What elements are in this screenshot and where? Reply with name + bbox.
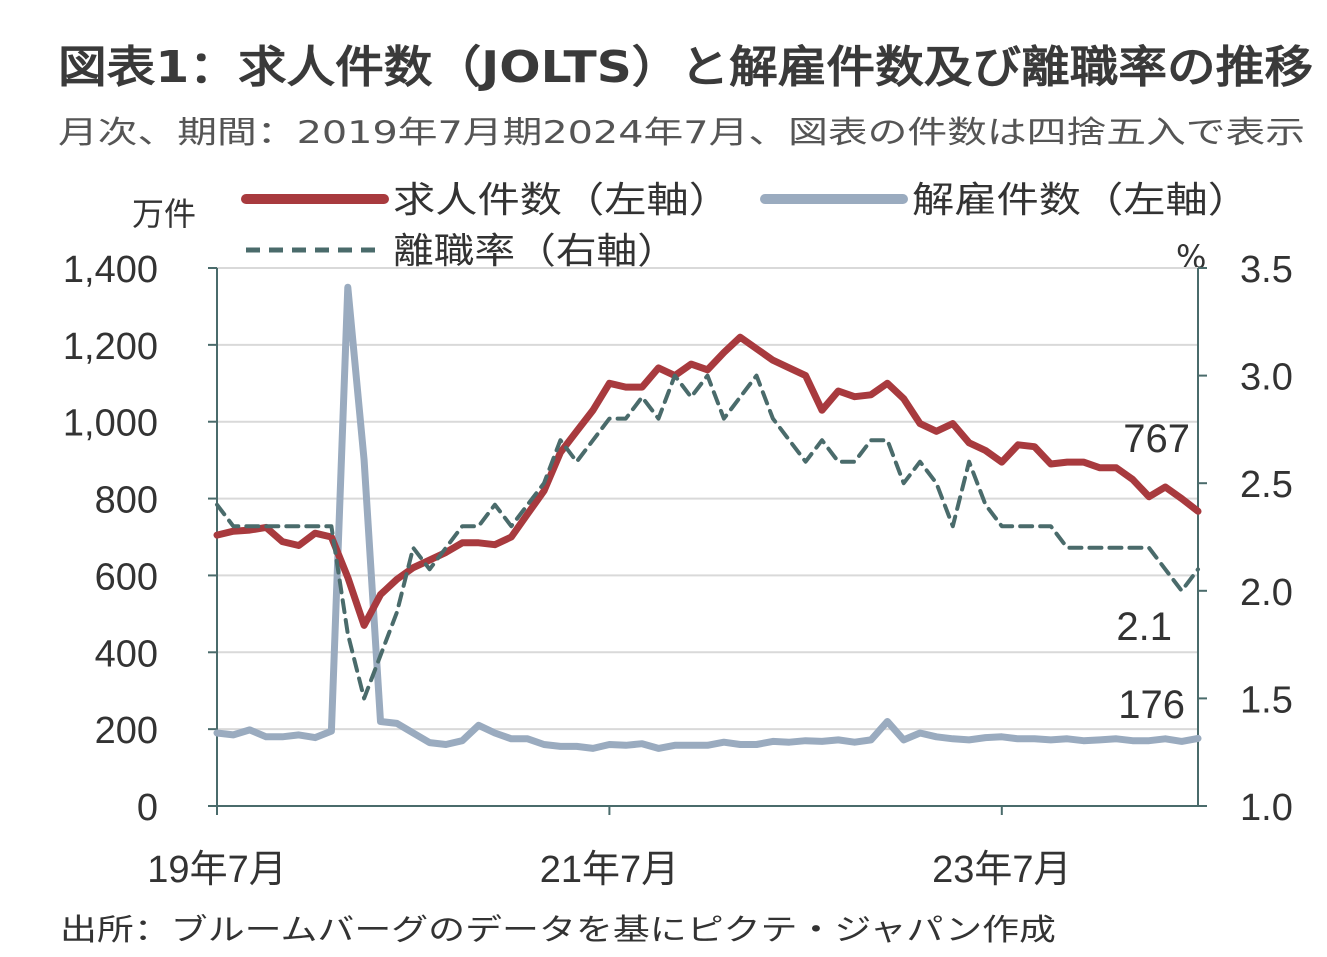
legend-label-layoffs: 解雇件数（左軸） [912, 180, 1250, 221]
left-axis-unit: 万件 [132, 195, 196, 233]
right-tick-label: 2.0 [1240, 572, 1293, 614]
left-tick-label: 600 [95, 556, 158, 598]
annotations: 767 176 2.1 [1116, 417, 1190, 727]
left-tick-label: 0 [137, 787, 158, 829]
legend: 求人件数（左軸） 解雇件数（左軸） 離職率（右軸） [241, 180, 1250, 272]
left-axis-ticks: 0 200 400 600 800 1,000 1,200 1,400 [63, 249, 217, 829]
right-tick-label: 3.0 [1240, 357, 1293, 399]
right-tick-label: 1.0 [1240, 787, 1293, 829]
data-label-annotation: 2.1 [1116, 605, 1172, 649]
series-openings-line [213, 333, 1202, 629]
left-tick-label: 800 [95, 480, 158, 522]
right-tick-label: 2.5 [1240, 464, 1293, 506]
series-layer [213, 283, 1202, 752]
right-tick-label: 1.5 [1240, 679, 1293, 721]
chart-title: 図表1：求人件数（JOLTS）と解雇件数及び離職率の推移 [58, 42, 1313, 93]
chart-subtitle: 月次、期間：2019年7月期2024年7月、図表の件数は四捨五入で表示 [58, 115, 1305, 151]
left-tick-label: 200 [95, 710, 158, 752]
left-tick-label: 400 [95, 633, 158, 675]
data-label-annotation: 767 [1123, 417, 1190, 461]
right-tick-label: 3.5 [1240, 249, 1293, 291]
left-tick-label: 1,000 [63, 403, 158, 445]
series-layoffs-line [213, 283, 1202, 752]
right-axis-unit: % [1176, 238, 1206, 276]
left-tick-label: 1,200 [63, 326, 158, 368]
right-axis-ticks: 1.0 1.5 2.0 2.5 3.0 3.5 [1198, 249, 1293, 829]
x-axis-ticks: 19年7月 21年7月 23年7月 [147, 806, 1072, 891]
x-tick-label: 19年7月 [147, 849, 286, 891]
axes [216, 268, 1199, 807]
legend-label-quits: 離職率（右軸） [393, 231, 678, 272]
left-tick-label: 1,400 [63, 249, 158, 291]
data-label-annotation: 176 [1118, 683, 1185, 727]
x-tick-label: 23年7月 [932, 849, 1071, 891]
series-quits-line [215, 373, 1200, 701]
x-tick-label: 21年7月 [540, 849, 679, 891]
legend-label-openings: 求人件数（左軸） [393, 180, 731, 221]
source-note: 出所：ブルームバーグのデータを基にピクテ・ジャパン作成 [60, 913, 1056, 948]
